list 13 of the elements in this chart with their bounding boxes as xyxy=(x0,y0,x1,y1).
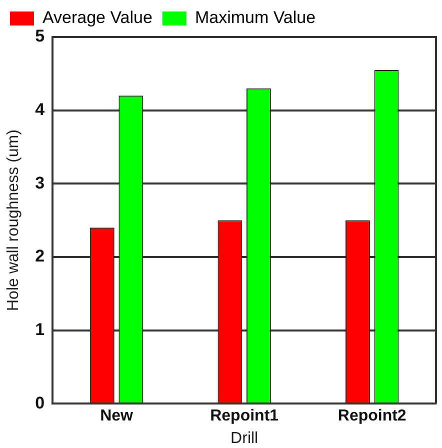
y-axis-title: Hole wall roughness (um) xyxy=(5,130,22,312)
x-tick-label: Repoint2 xyxy=(338,408,406,425)
x-tick-label: New xyxy=(100,408,134,425)
y-tick-label: 0 xyxy=(35,393,45,412)
y-tick-label: 5 xyxy=(35,26,45,46)
x-axis-title: Drill xyxy=(230,430,258,447)
x-tick-label: Repoint1 xyxy=(210,408,279,425)
y-tick-label: 3 xyxy=(35,173,45,192)
y-tick-label: 1 xyxy=(35,320,45,339)
legend-label: Average Value xyxy=(42,8,152,28)
y-tick-label: 4 xyxy=(35,100,46,120)
legend-label: Maximum Value xyxy=(194,8,316,28)
y-tick-label: 2 xyxy=(35,246,45,266)
